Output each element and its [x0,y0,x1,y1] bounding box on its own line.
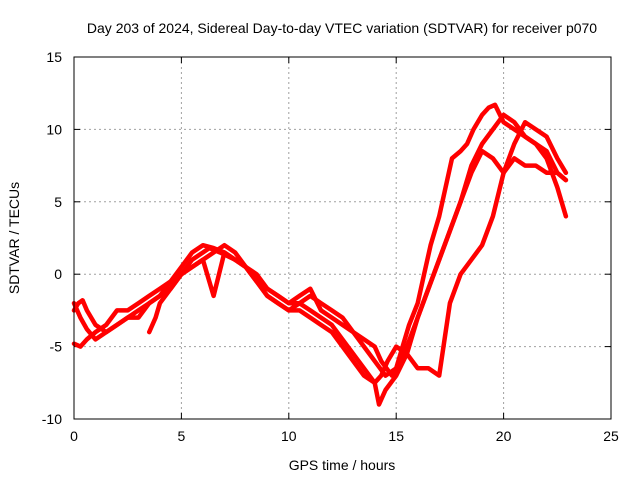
x-tick-label: 15 [388,428,404,444]
y-tick-label: 5 [54,194,62,210]
x-tick-label: 5 [178,428,186,444]
x-tick-label: 0 [70,428,78,444]
y-tick-label: 10 [46,121,62,137]
series-line-2 [71,119,569,407]
axis-ticks: 0 5 10 15 20 25 -10 -5 0 5 10 15 [42,49,619,444]
x-axis-label: GPS time / hours [289,457,396,473]
y-tick-label: -5 [50,339,63,355]
x-tick-label: 10 [281,428,297,444]
series-line-3 [71,112,569,378]
grid-lines [74,57,611,419]
y-tick-label: -10 [42,411,62,427]
series-line-4 [146,102,569,378]
x-tick-label: 25 [603,428,619,444]
y-tick-label: 15 [46,49,62,65]
data-series [71,102,569,407]
y-axis-label: SDTVAR / TECUs [6,182,22,294]
x-tick-label: 20 [496,428,512,444]
series-line-1 [71,156,569,386]
plot-frame [73,56,612,420]
y-tick-label: 0 [54,266,62,282]
chart-title: Day 203 of 2024, Sidereal Day-to-day VTE… [87,20,597,36]
